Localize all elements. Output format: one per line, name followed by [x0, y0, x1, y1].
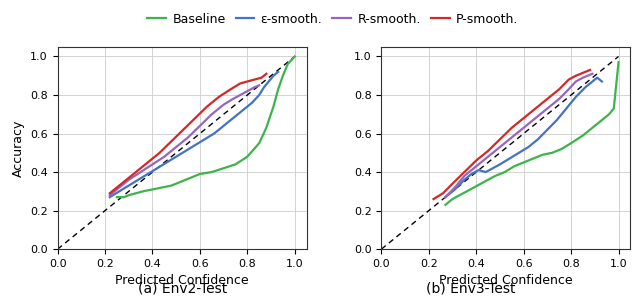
- Y-axis label: Accuracy: Accuracy: [12, 119, 24, 177]
- X-axis label: Predicted Confidence: Predicted Confidence: [115, 275, 249, 288]
- Text: (a) Env2-Test: (a) Env2-Test: [138, 282, 227, 296]
- Legend: Baseline, ε-smooth., R-smooth., P-smooth.: Baseline, ε-smooth., R-smooth., P-smooth…: [143, 8, 523, 31]
- X-axis label: Predicted Confidence: Predicted Confidence: [439, 275, 573, 288]
- Text: (b) Env3-Test: (b) Env3-Test: [426, 282, 515, 296]
